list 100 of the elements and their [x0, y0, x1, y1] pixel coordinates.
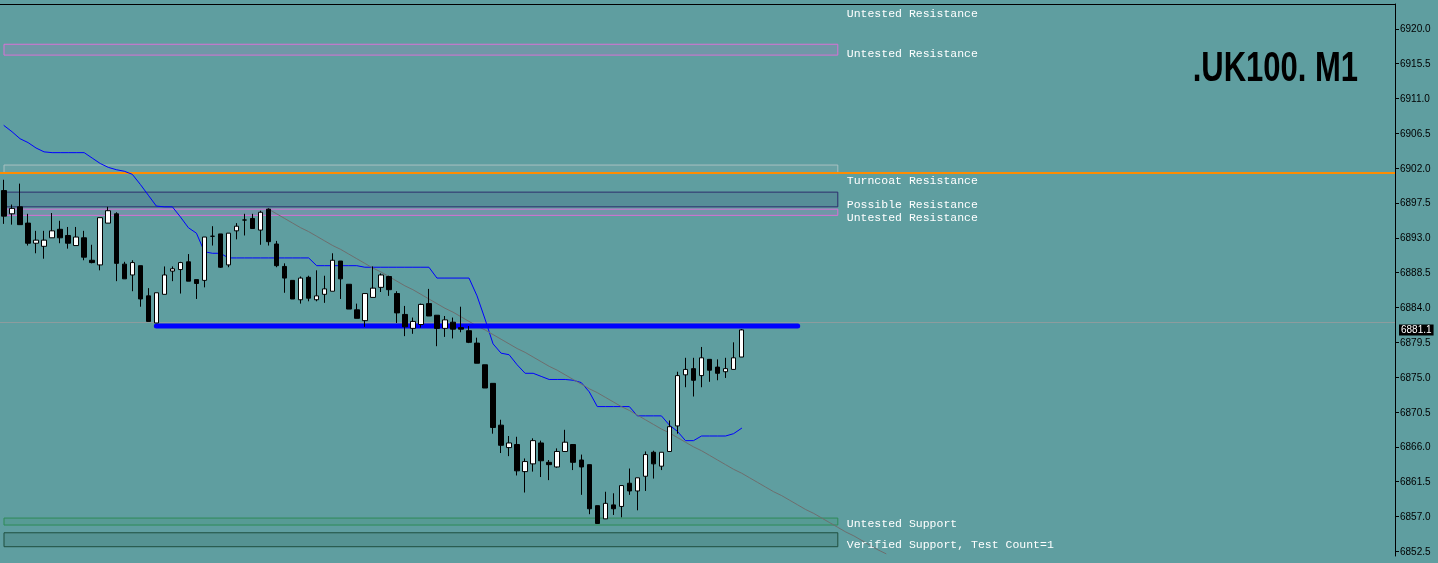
- candlestick: [434, 314, 440, 347]
- candlestick: [514, 436, 520, 476]
- band-label: Turncoat Resistance: [846, 173, 978, 187]
- y-tick-label: 6902.0: [1400, 162, 1432, 174]
- candlestick: [130, 259, 135, 292]
- candlestick: [707, 358, 712, 383]
- band-label: Verified Support, Test Count=1: [846, 538, 1054, 552]
- candlestick: [603, 491, 608, 520]
- candlestick: [81, 230, 87, 261]
- candlestick: [370, 265, 376, 298]
- candlestick: [570, 444, 576, 471]
- candlestick: [667, 420, 672, 452]
- candlestick: [226, 232, 231, 268]
- candlestick: [354, 303, 360, 319]
- candlestick: [49, 212, 55, 239]
- candlestick: [170, 265, 175, 282]
- candlestick: [530, 437, 536, 473]
- candlestick: [378, 272, 384, 293]
- candlestick: [683, 357, 688, 388]
- y-tick-label: 6861.5: [1400, 476, 1432, 488]
- candlestick: [506, 435, 512, 457]
- candlestick: [362, 293, 368, 328]
- candlestick: [587, 464, 592, 515]
- candlestick: [498, 419, 504, 454]
- candlestick: [394, 290, 400, 324]
- band-label: Untested Resistance: [846, 211, 978, 225]
- candlestick: [490, 382, 496, 435]
- candlestick: [386, 275, 392, 297]
- candlestick: [41, 230, 47, 260]
- candlestick: [546, 459, 552, 481]
- candlestick: [643, 450, 648, 492]
- candlestick: [1, 179, 7, 225]
- y-tick-label: 6906.5: [1400, 127, 1432, 139]
- y-tick-label: 6915.5: [1400, 58, 1432, 70]
- candlestick: [178, 261, 183, 295]
- candlestick: [210, 225, 215, 247]
- candlestick: [89, 244, 95, 264]
- candlestick: [65, 226, 71, 250]
- y-tick-label: 6866.0: [1400, 441, 1432, 453]
- candlestick: [595, 505, 600, 524]
- annotation: Untested Resistance: [846, 6, 978, 20]
- candlestick: [418, 303, 424, 329]
- y-tick-label: 6888.5: [1400, 267, 1432, 279]
- candlestick: [57, 220, 63, 244]
- band-label: Untested Support: [846, 516, 958, 530]
- y-tick-label: 6893.0: [1400, 232, 1432, 244]
- y-tick-label: 6897.5: [1400, 197, 1432, 209]
- candlestick: [723, 357, 728, 379]
- candlestick: [402, 305, 408, 337]
- candlestick: [322, 275, 327, 304]
- candlestick: [138, 265, 143, 308]
- candlestick: [458, 306, 464, 333]
- candlestick: [426, 288, 432, 317]
- candlestick: [635, 477, 640, 511]
- candlestick: [554, 447, 560, 469]
- candlestick: [17, 183, 23, 226]
- candlestick: [562, 429, 568, 452]
- candlestick: [579, 454, 584, 496]
- candlestick: [306, 275, 311, 302]
- candlestick: [9, 204, 15, 226]
- candlestick: [691, 357, 696, 398]
- candlestick: [410, 317, 416, 335]
- candlestick: [675, 371, 680, 435]
- candlestick: [699, 346, 704, 388]
- band-label: Untested Resistance: [846, 46, 978, 60]
- candlestick: [258, 210, 263, 246]
- candlestick: [450, 317, 456, 339]
- candlestick: [73, 226, 79, 247]
- candlestick: [202, 236, 207, 288]
- candlestick: [105, 206, 111, 224]
- candlestick: [739, 328, 744, 358]
- candlestick: [442, 315, 448, 338]
- candlestick: [282, 262, 287, 294]
- y-tick-label: 6875.0: [1400, 371, 1432, 383]
- candlestick: [659, 451, 664, 471]
- y-tick-label: 6857.0: [1400, 511, 1432, 523]
- y-tick-label: 6852.5: [1400, 545, 1432, 557]
- candlestick: [522, 457, 528, 494]
- text: 6881.1: [1401, 324, 1433, 336]
- candlestick: [290, 279, 295, 300]
- candlestick: [651, 450, 656, 480]
- candlestick: [114, 211, 119, 282]
- candlestick: [298, 276, 303, 305]
- candlestick: [330, 252, 335, 292]
- candlestick: [346, 283, 352, 310]
- candlestick: [619, 485, 624, 518]
- candlestick: [186, 253, 191, 282]
- candlestick: [218, 233, 223, 269]
- band-label: Possible Resistance: [846, 198, 978, 212]
- candlestick: [122, 261, 127, 280]
- text: .UK100. M1: [1192, 41, 1358, 90]
- candlestick: [274, 240, 279, 268]
- candlestick: [715, 358, 720, 381]
- y-tick-label: 6879.5: [1400, 336, 1432, 348]
- candlestick: [33, 230, 39, 254]
- candlestick: [250, 213, 255, 230]
- candlestick: [474, 337, 480, 364]
- candlestick: [146, 287, 151, 322]
- y-tick-label: 6884.0: [1400, 301, 1432, 313]
- y-tick-label: 6920.0: [1400, 23, 1432, 35]
